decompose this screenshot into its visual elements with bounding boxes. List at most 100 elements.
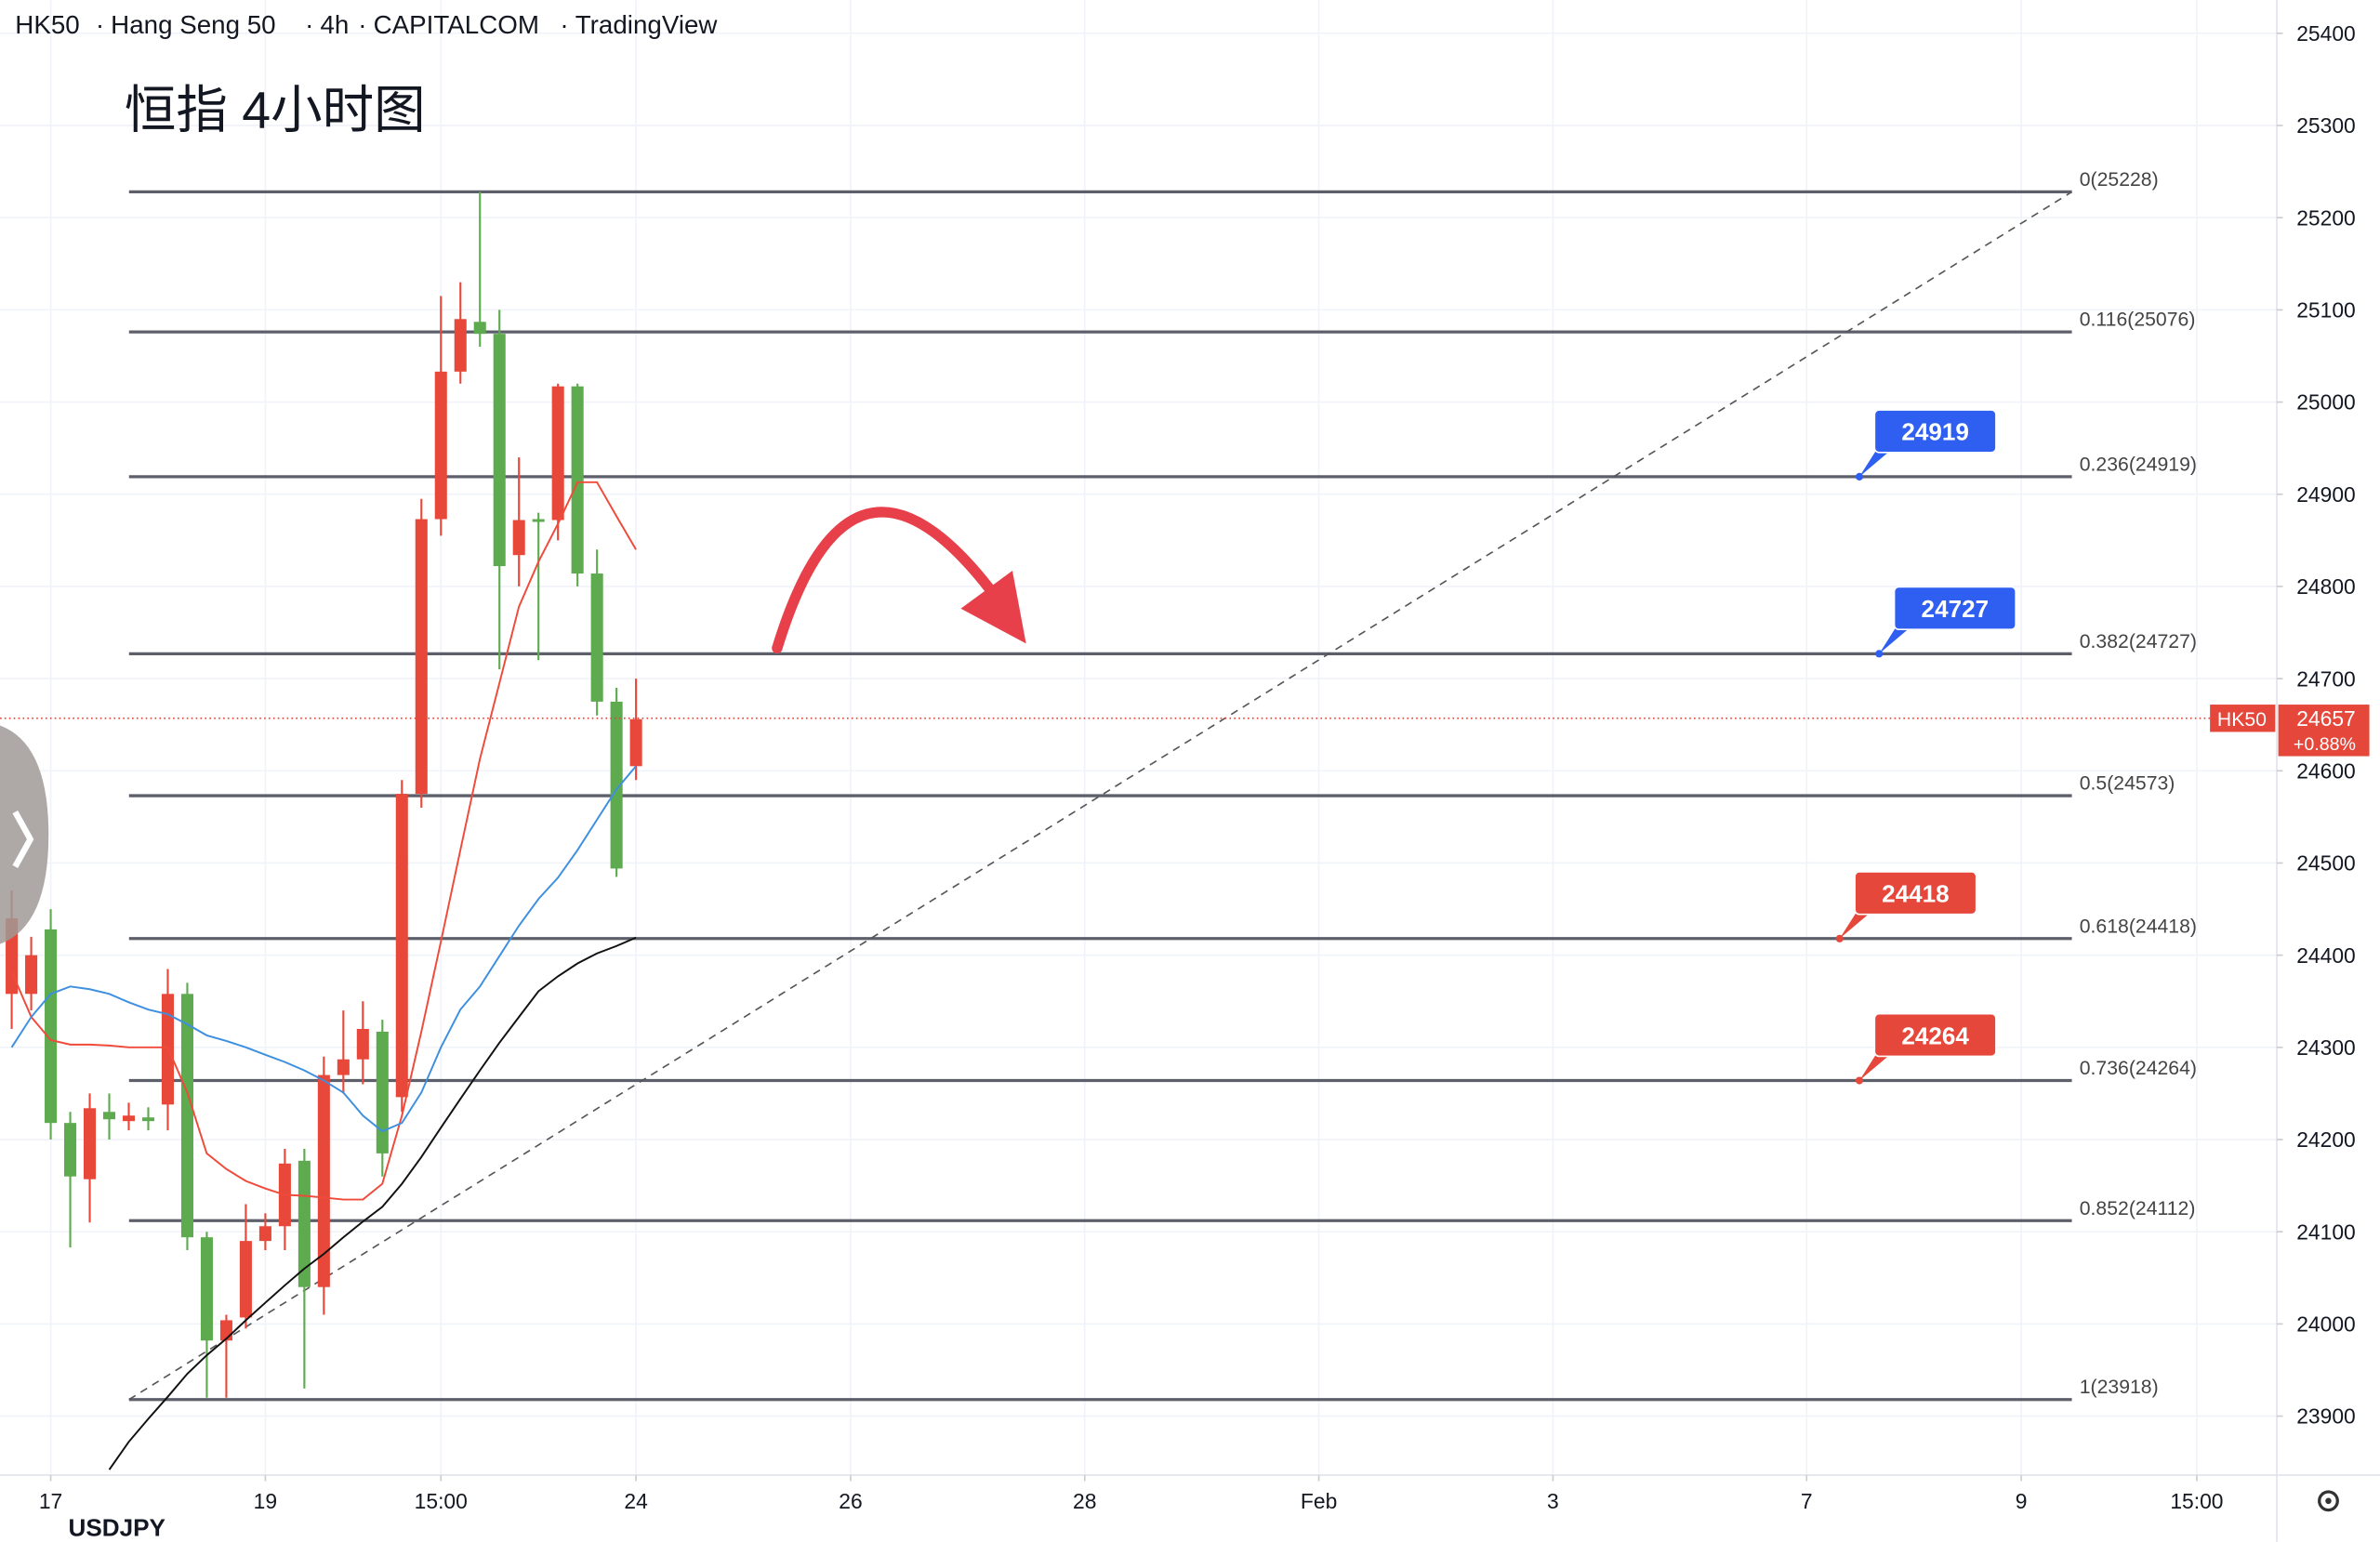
fib-label: 0(25228) xyxy=(2080,169,2159,191)
candle-body xyxy=(512,520,525,556)
separator: · xyxy=(305,10,313,39)
moving-average xyxy=(10,765,637,1133)
candle-body xyxy=(337,1059,350,1075)
callout-label: 24727 xyxy=(1922,595,1990,623)
callout-box xyxy=(1854,871,1977,916)
x-tick-label: 15:00 xyxy=(415,1489,468,1513)
plot: 0(25228) 0.116(25076) 0.236(24919) 0.382(24… xyxy=(0,169,2277,1470)
y-tick-label: 25300 xyxy=(2296,113,2356,138)
candle-body xyxy=(317,1074,330,1287)
candle-body xyxy=(258,1226,271,1242)
x-tick-label: 28 xyxy=(1073,1489,1096,1513)
symbol-name: Hang Seng 50 xyxy=(111,10,275,39)
fib-label: 0.852(24112) xyxy=(2080,1198,2196,1219)
y-tick-label: 25000 xyxy=(2296,390,2356,415)
candle-body xyxy=(473,322,486,335)
candle-body xyxy=(239,1241,252,1318)
symbol-tag xyxy=(2210,705,2276,732)
moving-average xyxy=(10,481,637,1201)
x-tick-label: 9 xyxy=(2016,1489,2028,1513)
candle-body xyxy=(200,1237,213,1341)
callout-box xyxy=(1893,586,2016,631)
grid xyxy=(0,0,2277,1476)
candle-body xyxy=(395,794,408,1098)
arrow-head xyxy=(960,570,1026,644)
candle-body xyxy=(532,519,545,522)
chart-title: 恒指 4小时图 xyxy=(125,81,426,138)
settings-icon[interactable] xyxy=(2318,1490,2339,1512)
candle-body xyxy=(180,994,193,1238)
candle-body xyxy=(122,1115,136,1122)
fib-label: 0.5(24573) xyxy=(2080,773,2175,795)
x-tick-label: 26 xyxy=(839,1489,862,1513)
x-tick-label: 24 xyxy=(624,1489,648,1513)
candle-body xyxy=(141,1117,155,1122)
y-tick-label: 23900 xyxy=(2296,1404,2356,1429)
fib-label: 0.736(24264) xyxy=(2080,1058,2197,1079)
callout-anchor xyxy=(1855,1076,1864,1085)
side-handle[interactable] xyxy=(0,725,49,944)
candle-body xyxy=(551,386,564,521)
separator: · xyxy=(96,10,104,39)
separator: · xyxy=(358,10,366,39)
settings-center xyxy=(2325,1497,2332,1505)
settings-gear xyxy=(2318,1490,2339,1512)
callout-label: 24919 xyxy=(1901,418,1969,446)
x-tick-label: 7 xyxy=(1801,1489,1813,1513)
candle-body xyxy=(25,955,38,995)
fib-label: 0.382(24727) xyxy=(2080,631,2197,652)
arrow xyxy=(772,507,996,653)
candle-body xyxy=(415,519,428,795)
y-tick-label: 24000 xyxy=(2296,1312,2356,1337)
fib-label: 0.116(25076) xyxy=(2080,310,2196,331)
interval: 4h xyxy=(320,10,349,39)
price-tag-value: 24657 xyxy=(2296,706,2356,731)
y-tick-label: 24100 xyxy=(2296,1219,2356,1244)
x-tick-label: Feb xyxy=(1301,1489,1337,1513)
fib-label: 0.236(24919) xyxy=(2080,454,2197,475)
candle-body xyxy=(434,371,447,520)
fib-label: 1(23918) xyxy=(2080,1377,2159,1398)
separator: · xyxy=(560,10,568,39)
y-tick-label: 24300 xyxy=(2296,1035,2356,1060)
source: TradingView xyxy=(575,10,719,39)
exchange: CAPITALCOM xyxy=(374,10,539,39)
candle-body xyxy=(610,701,623,869)
candle-body xyxy=(45,929,58,1124)
x-tick-label: 17 xyxy=(39,1489,62,1513)
candle-body xyxy=(356,1029,369,1060)
callout-box xyxy=(1873,1012,1997,1058)
price-tag-change: +0.88% xyxy=(2294,734,2356,755)
callout-anchor xyxy=(1875,650,1884,658)
callout-anchor xyxy=(1835,934,1844,942)
candle-body xyxy=(64,1123,77,1177)
side-handle-icon xyxy=(12,810,34,868)
candle-body xyxy=(571,386,584,574)
candle-body xyxy=(102,1112,116,1120)
y-tick-label: 24800 xyxy=(2296,574,2356,599)
symbol-tag-label: HK50 xyxy=(2217,709,2267,731)
x-tick-label: 19 xyxy=(254,1489,277,1513)
y-tick-label: 24500 xyxy=(2296,851,2356,876)
fib-label: 0.618(24418) xyxy=(2080,916,2197,937)
candle-body xyxy=(298,1160,311,1287)
y-tick-label: 24900 xyxy=(2296,482,2356,507)
y-tick-label: 25400 xyxy=(2296,21,2356,46)
y-tick-label: 25100 xyxy=(2296,298,2356,323)
candle-body xyxy=(493,334,506,567)
y-tick-label: 24700 xyxy=(2296,666,2356,691)
candle-body xyxy=(629,718,642,767)
candle-body xyxy=(454,319,467,372)
watermark: USDJPY xyxy=(68,1513,165,1541)
candle-body xyxy=(376,1031,389,1153)
callout-label: 24264 xyxy=(1901,1021,1969,1049)
y-tick-label: 24200 xyxy=(2296,1127,2356,1152)
callout-anchor xyxy=(1855,472,1864,481)
y-tick-label: 25200 xyxy=(2296,205,2356,230)
x-tick-label: 3 xyxy=(1547,1489,1559,1513)
moving-average xyxy=(108,936,637,1470)
symbol: HK50 xyxy=(15,10,79,39)
